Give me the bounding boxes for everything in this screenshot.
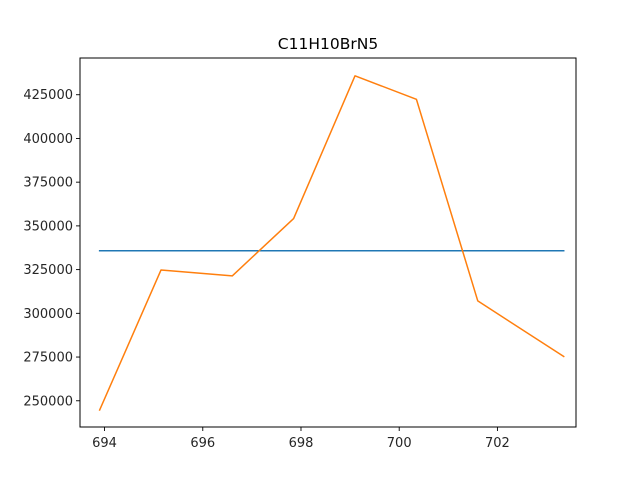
y-tick-label: 250000 xyxy=(23,394,73,409)
y-tick-label: 350000 xyxy=(23,219,73,234)
x-tick-label: 696 xyxy=(190,436,215,451)
y-tick-label: 375000 xyxy=(23,176,73,191)
series-line-1 xyxy=(98,75,565,412)
y-tick-label: 300000 xyxy=(23,307,73,322)
y-tick-label: 325000 xyxy=(23,263,73,278)
x-axis: 694 696 698 700 702 xyxy=(92,427,510,451)
chart-title: C11H10BrN5 xyxy=(278,35,378,53)
y-tick-label: 275000 xyxy=(23,351,73,366)
y-tick-label: 425000 xyxy=(23,88,73,103)
plot-area-frame xyxy=(79,57,577,428)
x-tick-label: 698 xyxy=(289,436,314,451)
y-axis: 250000 275000 300000 325000 350000 375000 4000… xyxy=(23,88,80,409)
x-tick-label: 700 xyxy=(387,436,412,451)
x-tick-label: 702 xyxy=(485,436,510,451)
x-tick-label: 694 xyxy=(92,436,117,451)
series-layer xyxy=(98,75,565,412)
y-tick-label: 400000 xyxy=(23,132,73,147)
